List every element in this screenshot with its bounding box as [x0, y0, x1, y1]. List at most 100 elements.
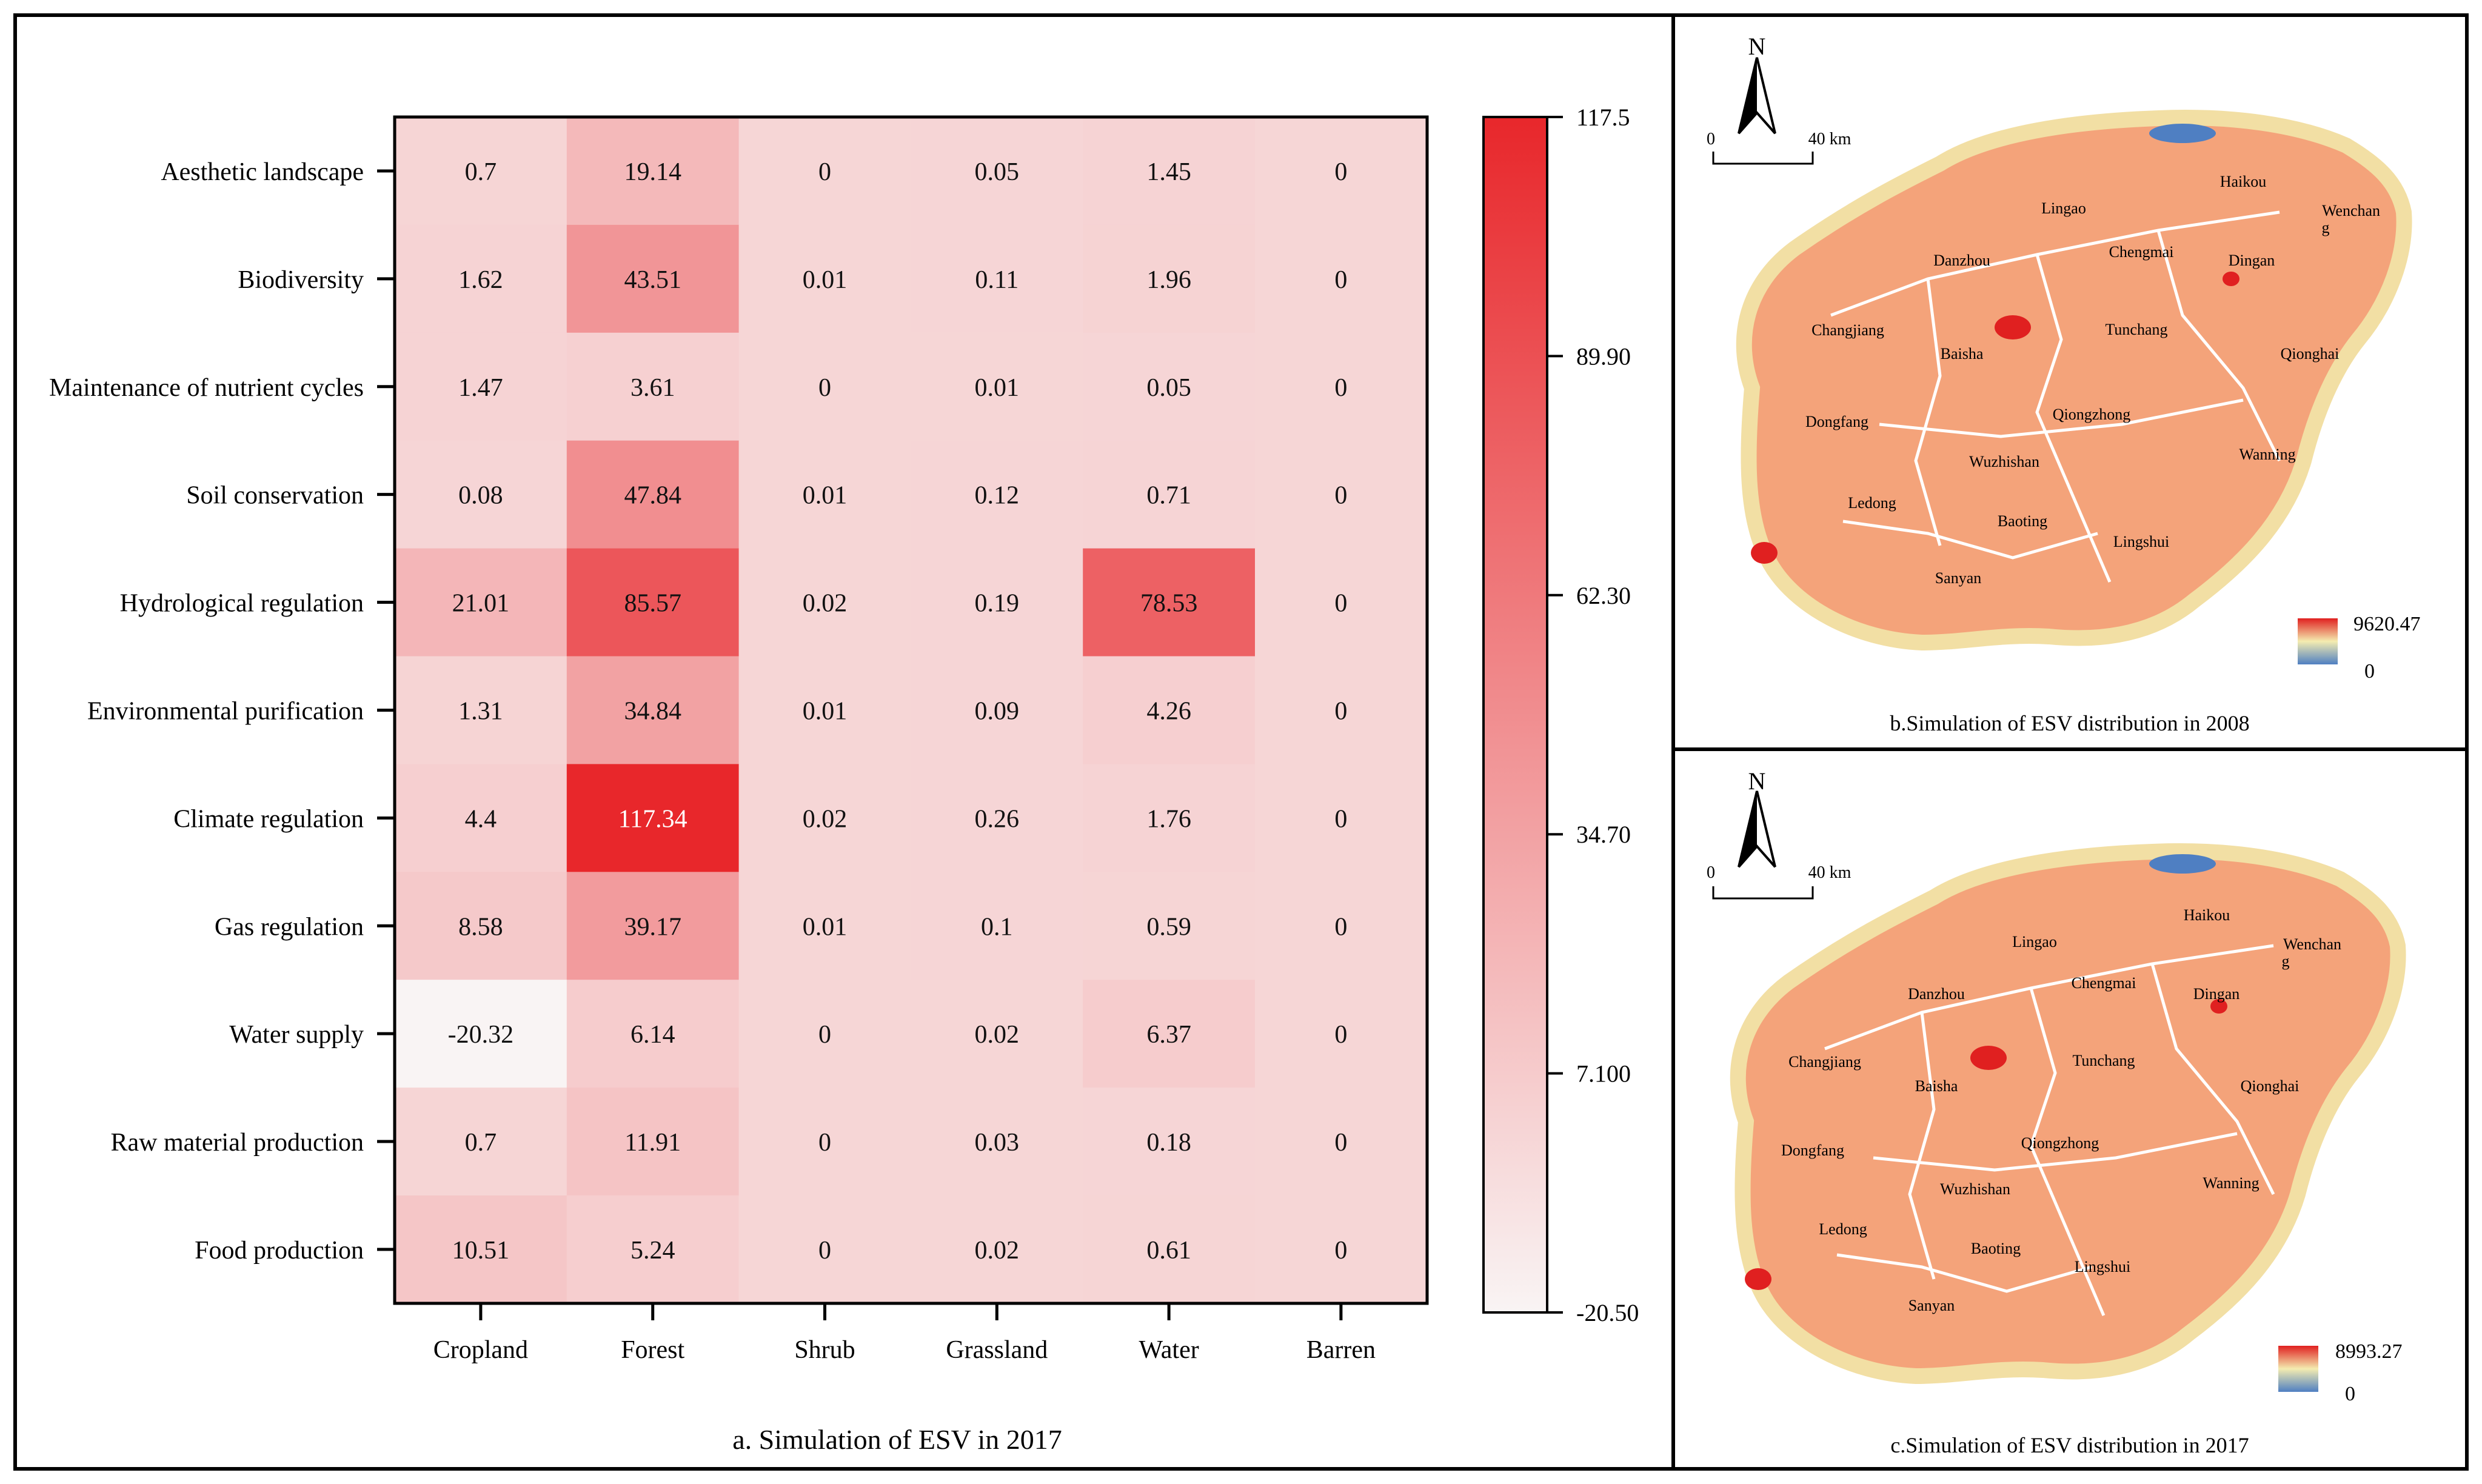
- cell-value-label: 85.57: [624, 590, 681, 618]
- county-boundaries: [1824, 944, 2275, 1316]
- place-label: Qionghai: [2241, 1077, 2300, 1095]
- cell-value-label: 0.7: [465, 1129, 497, 1157]
- row-label: Food production: [195, 1237, 364, 1265]
- place-label: Tunchang: [2105, 321, 2167, 338]
- water-body: [2149, 124, 2216, 143]
- cell-value-label: 0: [1334, 590, 1347, 618]
- cell-value-label: 0.18: [1146, 1129, 1191, 1157]
- cell-value-label: 4.26: [1146, 697, 1191, 725]
- heatmap-cell: [911, 1088, 1083, 1196]
- island-map: [1736, 110, 2412, 651]
- colorbar-tick-label: 62.30: [1576, 582, 1631, 609]
- heatmap-cell: [1255, 872, 1428, 980]
- heatmap-cell: [911, 440, 1083, 549]
- row-label: Maintenance of nutrient cycles: [49, 374, 364, 402]
- place-label: Baoting: [1971, 1240, 2021, 1257]
- scale-label: 40 km: [1808, 863, 1851, 882]
- place-label: Qiongzhong: [2021, 1134, 2099, 1152]
- heatmap-cell: [566, 117, 740, 226]
- heatmap-cell: [1255, 548, 1428, 657]
- cell-value-label: 0.59: [1146, 913, 1191, 941]
- heatmap-cell: [738, 872, 911, 980]
- cell-value-label: 34.84: [624, 697, 681, 725]
- heatmap-cell: [911, 224, 1083, 333]
- colorbar-tick-label: 89.90: [1576, 343, 1631, 370]
- heatmap-cell: [1083, 548, 1256, 657]
- cell-value-label: 8.58: [458, 913, 503, 941]
- column-label: Forest: [621, 1336, 684, 1364]
- place-label: g: [2322, 219, 2330, 236]
- scale-zero: 0: [1707, 130, 1715, 149]
- heatmap-cell: [738, 117, 911, 226]
- scale-label: 40 km: [1808, 130, 1851, 149]
- place-label: Wuzhishan: [1969, 453, 2039, 470]
- heatmap-cell: [738, 980, 911, 1088]
- cell-value-label: 0.02: [803, 590, 848, 618]
- hotspot: [1995, 315, 2031, 339]
- place-label: Lingshui: [2075, 1258, 2130, 1275]
- place-label: Wanning: [2203, 1174, 2259, 1192]
- place-label: Qionghai: [2281, 345, 2340, 363]
- north-label: N: [1748, 767, 1766, 795]
- heatmap-cell: [395, 764, 567, 872]
- cell-value-label: 1.45: [1146, 158, 1191, 186]
- cell-value-label: 3.61: [631, 374, 675, 402]
- hotspot: [1751, 542, 1778, 564]
- cell-value-label: 0: [1334, 266, 1347, 294]
- legend-max: 8993.27: [2335, 1340, 2403, 1363]
- north-label: N: [1748, 33, 1766, 60]
- cell-value-label: 0.05: [975, 158, 1020, 186]
- cell-value-label: 0.01: [803, 266, 848, 294]
- cell-value-label: 0.12: [975, 482, 1020, 510]
- cell-value-label: 117.34: [618, 805, 687, 833]
- heatmap-cell: [1255, 224, 1428, 333]
- place-label: Chengmai: [2072, 974, 2136, 992]
- heatmap-cell: [566, 1195, 740, 1304]
- cell-value-label: 0.11: [975, 266, 1019, 294]
- heatmap-cell: [911, 656, 1083, 764]
- heatmap-cell: [738, 1195, 911, 1304]
- chart-title: a. Simulation of ESV in 2017: [732, 1424, 1062, 1455]
- cell-value-label: 47.84: [624, 482, 681, 510]
- heatmap-cell: [1255, 1195, 1428, 1304]
- north-arrow-fill: [1739, 58, 1757, 133]
- column-label: Grassland: [946, 1336, 1048, 1364]
- cell-value-label: 0.7: [465, 158, 497, 186]
- colorbar-tick-label: 7.100: [1576, 1060, 1631, 1088]
- place-label: Wenchan: [2283, 935, 2341, 953]
- colorbar: [1482, 116, 1548, 1314]
- colorbar-tick-label: -20.50: [1576, 1299, 1639, 1326]
- heatmap-cell: [566, 764, 740, 872]
- cell-value-label: 43.51: [624, 266, 681, 294]
- cell-value-label: 0.02: [803, 805, 848, 833]
- place-label: Sanyan: [1908, 1297, 1955, 1314]
- cell-value-label: 0.19: [975, 590, 1020, 618]
- column-label: Shrub: [794, 1336, 855, 1364]
- place-label: Changjiang: [1811, 321, 1884, 339]
- row-label: Climate regulation: [173, 805, 364, 833]
- heatmap-cell: [566, 872, 740, 980]
- row-label: Raw material production: [110, 1129, 364, 1157]
- cell-value-label: 0.61: [1146, 1237, 1191, 1265]
- cell-value-label: 0: [818, 1237, 831, 1265]
- heatmap-cell: [566, 656, 740, 764]
- scale-zero: 0: [1707, 863, 1715, 882]
- cell-value-label: 11.91: [624, 1129, 681, 1157]
- cell-value-label: 1.31: [458, 697, 503, 725]
- panel-divider-horizontal: [1671, 747, 2469, 751]
- place-label: Dingan: [2193, 985, 2240, 1003]
- row-label: Environmental purification: [87, 697, 364, 725]
- cell-value-label: 39.17: [624, 913, 681, 941]
- place-label: Danzhou: [1908, 985, 1965, 1003]
- heatmap-cell: [1083, 1195, 1256, 1304]
- heatmap-cell: [911, 332, 1083, 441]
- place-label: Haikou: [2220, 173, 2267, 190]
- cell-value-label: 0.01: [803, 913, 848, 941]
- cell-value-label: 0.02: [975, 1021, 1020, 1049]
- cell-value-label: 10.51: [452, 1237, 510, 1265]
- cell-value-label: 0.71: [1146, 482, 1191, 510]
- heatmap-cell: [738, 224, 911, 333]
- cell-value-label: 0: [1334, 913, 1347, 941]
- county-boundaries: [1830, 210, 2281, 583]
- heatmap-cell: [395, 224, 567, 333]
